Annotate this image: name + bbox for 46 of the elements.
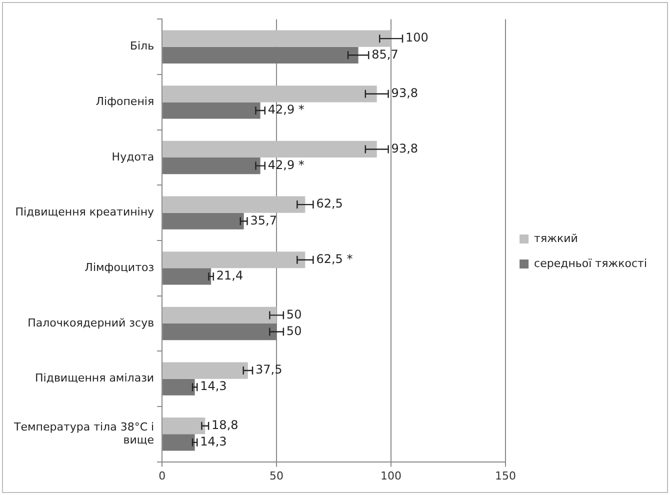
data-label: 62,5 *	[316, 252, 353, 266]
y-tick-label: Палочкоядерний зсув	[28, 316, 154, 330]
x-tick-label: 50	[270, 469, 284, 482]
x-tick-label: 150	[495, 469, 516, 482]
data-label: 50	[286, 307, 302, 322]
bar	[162, 30, 392, 47]
data-label: 18,8	[212, 418, 238, 432]
data-label: 85,7	[372, 47, 398, 62]
bar	[162, 252, 306, 268]
data-label: 42,9 *	[268, 102, 304, 117]
bar	[162, 378, 195, 396]
y-tick-label: Лімфоцитоз	[84, 261, 154, 274]
bar	[162, 102, 260, 119]
y-tick-label: Біль	[130, 40, 154, 53]
x-tick-label: 100	[380, 469, 402, 482]
legend-label: тяжкий	[534, 232, 578, 245]
bar	[162, 212, 244, 230]
bar	[162, 140, 377, 158]
y-tick-label: Підвищення креатиніну	[15, 206, 155, 219]
data-label: 37,5	[256, 362, 282, 377]
bar	[162, 268, 212, 285]
y-tick-label: Нудота	[112, 150, 154, 164]
x-tick-label: 0	[158, 469, 166, 482]
y-tick-label: Підвищення амілази	[35, 372, 154, 385]
data-label: 93,8	[391, 141, 418, 156]
bar	[162, 46, 358, 64]
legend-label: середньої тяжкості	[534, 256, 648, 270]
data-label: 50	[286, 324, 302, 338]
data-label: 14,3	[200, 434, 227, 449]
bar	[162, 362, 248, 379]
y-tick-label: Ліфопенія	[96, 95, 154, 108]
bar	[162, 86, 377, 102]
bar	[162, 434, 195, 451]
bar	[162, 418, 206, 434]
bar	[162, 306, 277, 324]
data-label: 42,9 *	[268, 158, 304, 172]
data-label: 14,3	[200, 379, 227, 394]
data-label: 100	[406, 30, 428, 45]
bar	[162, 158, 260, 174]
data-label: 62,5	[316, 196, 343, 211]
bar	[162, 196, 306, 213]
bar	[162, 323, 277, 340]
data-label: 35,7	[250, 213, 277, 228]
y-tick-label: Температура тіла 38°C і вище	[12, 420, 154, 447]
data-label: 21,4	[216, 268, 244, 283]
data-label: 93,8	[391, 86, 418, 100]
